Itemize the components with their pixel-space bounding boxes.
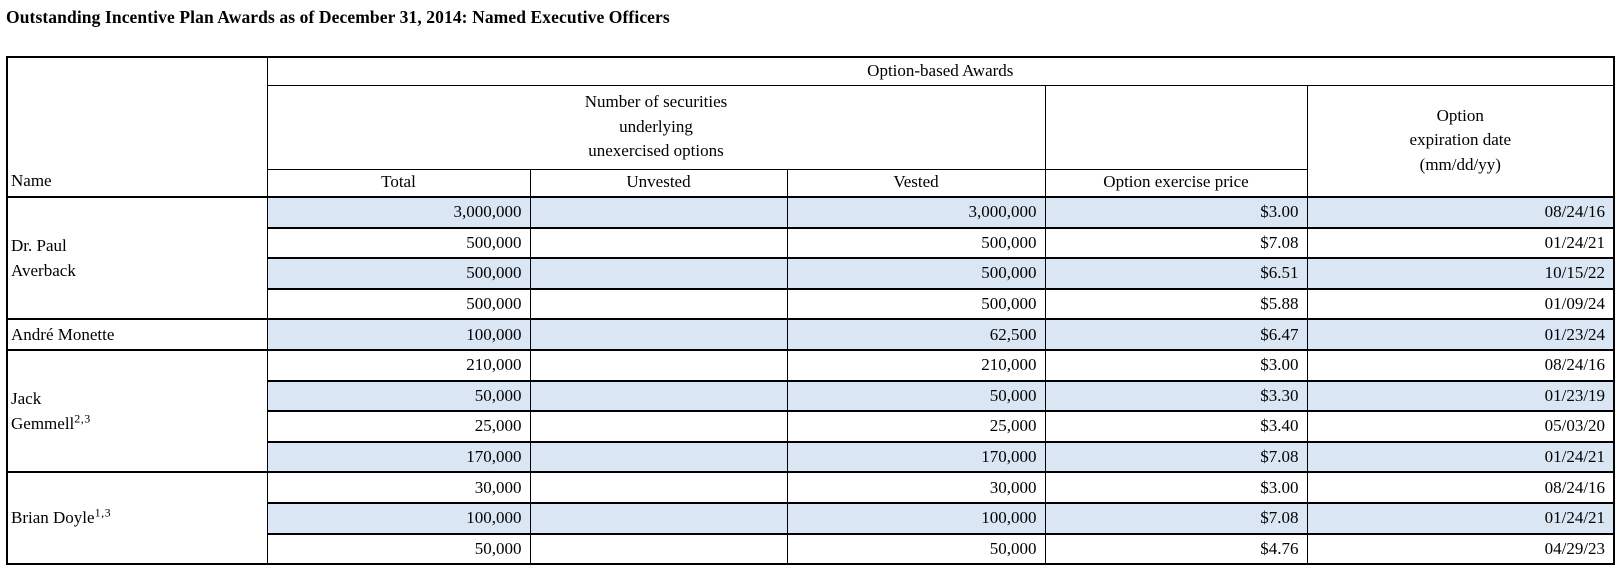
header-row-top: Name Option-based Awards xyxy=(6,56,1615,198)
footnote-superscript: 2,3 xyxy=(74,411,91,426)
table-header: Name Option-based Awards Number of secur… xyxy=(6,56,1615,198)
unvested-cell xyxy=(529,196,788,229)
page-title: Outstanding Incentive Plan Awards as of … xyxy=(6,7,670,27)
expiry-cell: 05/03/20 xyxy=(1306,410,1615,443)
vested-cell: 25,000 xyxy=(786,410,1046,443)
table-row: Brian Doyle1,3 30,000 30,000 $3.00 08/24… xyxy=(6,471,1615,566)
expiration-column-header: Option expiration date (mm/dd/yy) xyxy=(1306,84,1615,198)
expiry-cell: 01/23/24 xyxy=(1306,318,1615,351)
table-body: Dr. Paul Averback 3,000,000 3,000,000 $3… xyxy=(6,195,1615,566)
unvested-cell xyxy=(529,410,788,443)
executive-name-averback: Dr. Paul Averback xyxy=(6,195,268,321)
vested-cell: 30,000 xyxy=(786,471,1046,504)
footnote-superscript: 1,3 xyxy=(94,505,112,520)
price-cell: $5.88 xyxy=(1044,287,1308,321)
expiry-cell: 01/23/19 xyxy=(1306,379,1615,413)
unvested-cell xyxy=(529,318,788,351)
expiry-cell: 01/24/21 xyxy=(1306,226,1615,260)
unvested-cell xyxy=(529,287,788,321)
total-cell: 3,000,000 xyxy=(266,196,531,229)
unvested-cell xyxy=(529,471,788,504)
vested-cell: 170,000 xyxy=(786,440,1046,474)
price-cell: $3.00 xyxy=(1044,471,1308,504)
exercise-price-column-header: Option exercise price xyxy=(1044,168,1308,198)
securities-group-header: Number of securities underlying unexerci… xyxy=(266,84,1046,170)
total-cell: 210,000 xyxy=(266,348,531,382)
awards-table: Name Option-based Awards Number of secur… xyxy=(6,56,1616,566)
table-row: 500,000 500,000 $6.51 10/15/22 xyxy=(7,257,1615,290)
total-cell: 100,000 xyxy=(266,501,531,535)
table-row: 50,000 50,000 $3.30 01/23/19 xyxy=(7,379,1615,413)
expiry-cell: 01/24/21 xyxy=(1306,501,1615,535)
table-row: 25,000 25,000 $3.40 05/03/20 xyxy=(7,410,1615,443)
table-row: 500,000 500,000 $5.88 01/09/24 xyxy=(7,287,1615,321)
vested-cell: 100,000 xyxy=(786,501,1046,535)
vested-cell: 500,000 xyxy=(786,257,1046,290)
vested-column-header: Vested xyxy=(786,168,1046,198)
unvested-cell xyxy=(529,226,788,260)
table-row: Dr. Paul Averback 3,000,000 3,000,000 $3… xyxy=(6,195,1615,321)
executive-name-text: Jack Gemmell xyxy=(11,388,75,434)
vested-cell: 62,500 xyxy=(786,318,1046,351)
unvested-cell xyxy=(529,532,788,566)
option-based-awards-header: Option-based Awards xyxy=(266,56,1615,86)
vested-cell: 500,000 xyxy=(786,287,1046,321)
table-row: 50,000 50,000 $4.76 04/29/23 xyxy=(7,532,1615,566)
expiry-cell: 01/09/24 xyxy=(1306,287,1615,321)
expiry-cell: 04/29/23 xyxy=(1306,532,1615,566)
total-cell: 170,000 xyxy=(266,440,531,474)
price-cell: $3.00 xyxy=(1044,348,1308,382)
table-row: 100,000 100,000 $7.08 01/24/21 xyxy=(7,501,1615,535)
expiry-cell: 08/24/16 xyxy=(1306,196,1615,229)
executive-name-doyle: Brian Doyle1,3 xyxy=(6,471,268,566)
executive-name-gemmell: Jack Gemmell2,3 xyxy=(6,348,268,474)
total-cell: 500,000 xyxy=(266,257,531,290)
expiry-cell: 08/24/16 xyxy=(1306,471,1615,504)
price-cell: $4.76 xyxy=(1044,532,1308,566)
vested-cell: 50,000 xyxy=(786,379,1046,413)
executive-name-text: André Monette xyxy=(11,324,115,344)
table-row: André Monette 100,000 62,500 $6.47 01/23… xyxy=(6,318,1615,351)
total-column-header: Total xyxy=(266,168,531,198)
total-cell: 500,000 xyxy=(266,287,531,321)
expiry-cell: 10/15/22 xyxy=(1306,257,1615,290)
header-row-mid: Number of securities underlying unexerci… xyxy=(7,84,1615,198)
name-column-header: Name xyxy=(6,56,268,198)
unvested-cell xyxy=(529,501,788,535)
unvested-cell xyxy=(529,379,788,413)
total-cell: 50,000 xyxy=(266,379,531,413)
table-row: 170,000 170,000 $7.08 01/24/21 xyxy=(7,440,1615,474)
price-cell: $7.08 xyxy=(1044,226,1308,260)
vested-cell: 500,000 xyxy=(786,226,1046,260)
price-cell: $3.30 xyxy=(1044,379,1308,413)
price-cell: $3.40 xyxy=(1044,410,1308,443)
table-row: 500,000 500,000 $7.08 01/24/21 xyxy=(7,226,1615,260)
expiry-cell: 08/24/16 xyxy=(1306,348,1615,382)
total-cell: 30,000 xyxy=(266,471,531,504)
document-page: Outstanding Incentive Plan Awards as of … xyxy=(6,7,1616,566)
vested-cell: 50,000 xyxy=(786,532,1046,566)
empty-header-cell xyxy=(1044,84,1308,170)
total-cell: 25,000 xyxy=(266,410,531,443)
unvested-cell xyxy=(529,440,788,474)
executive-name-text: Brian Doyle xyxy=(11,508,95,528)
header-row-bottom: Total Unvested Vested Option exercise pr… xyxy=(7,168,1614,198)
price-cell: $6.51 xyxy=(1044,257,1308,290)
unvested-cell xyxy=(529,348,788,382)
total-cell: 50,000 xyxy=(266,532,531,566)
price-cell: $6.47 xyxy=(1044,318,1308,351)
unvested-column-header: Unvested xyxy=(529,168,788,198)
total-cell: 500,000 xyxy=(266,226,531,260)
table-row: Jack Gemmell2,3 210,000 210,000 $3.00 08… xyxy=(6,348,1615,474)
vested-cell: 210,000 xyxy=(786,348,1046,382)
expiry-cell: 01/24/21 xyxy=(1306,440,1615,474)
unvested-cell xyxy=(529,257,788,290)
executive-name-text: Dr. Paul Averback xyxy=(11,235,76,281)
total-cell: 100,000 xyxy=(266,318,531,351)
vested-cell: 3,000,000 xyxy=(786,196,1046,229)
price-cell: $3.00 xyxy=(1044,196,1308,229)
price-cell: $7.08 xyxy=(1044,440,1308,474)
price-cell: $7.08 xyxy=(1044,501,1308,535)
executive-name-monette: André Monette xyxy=(6,318,268,351)
